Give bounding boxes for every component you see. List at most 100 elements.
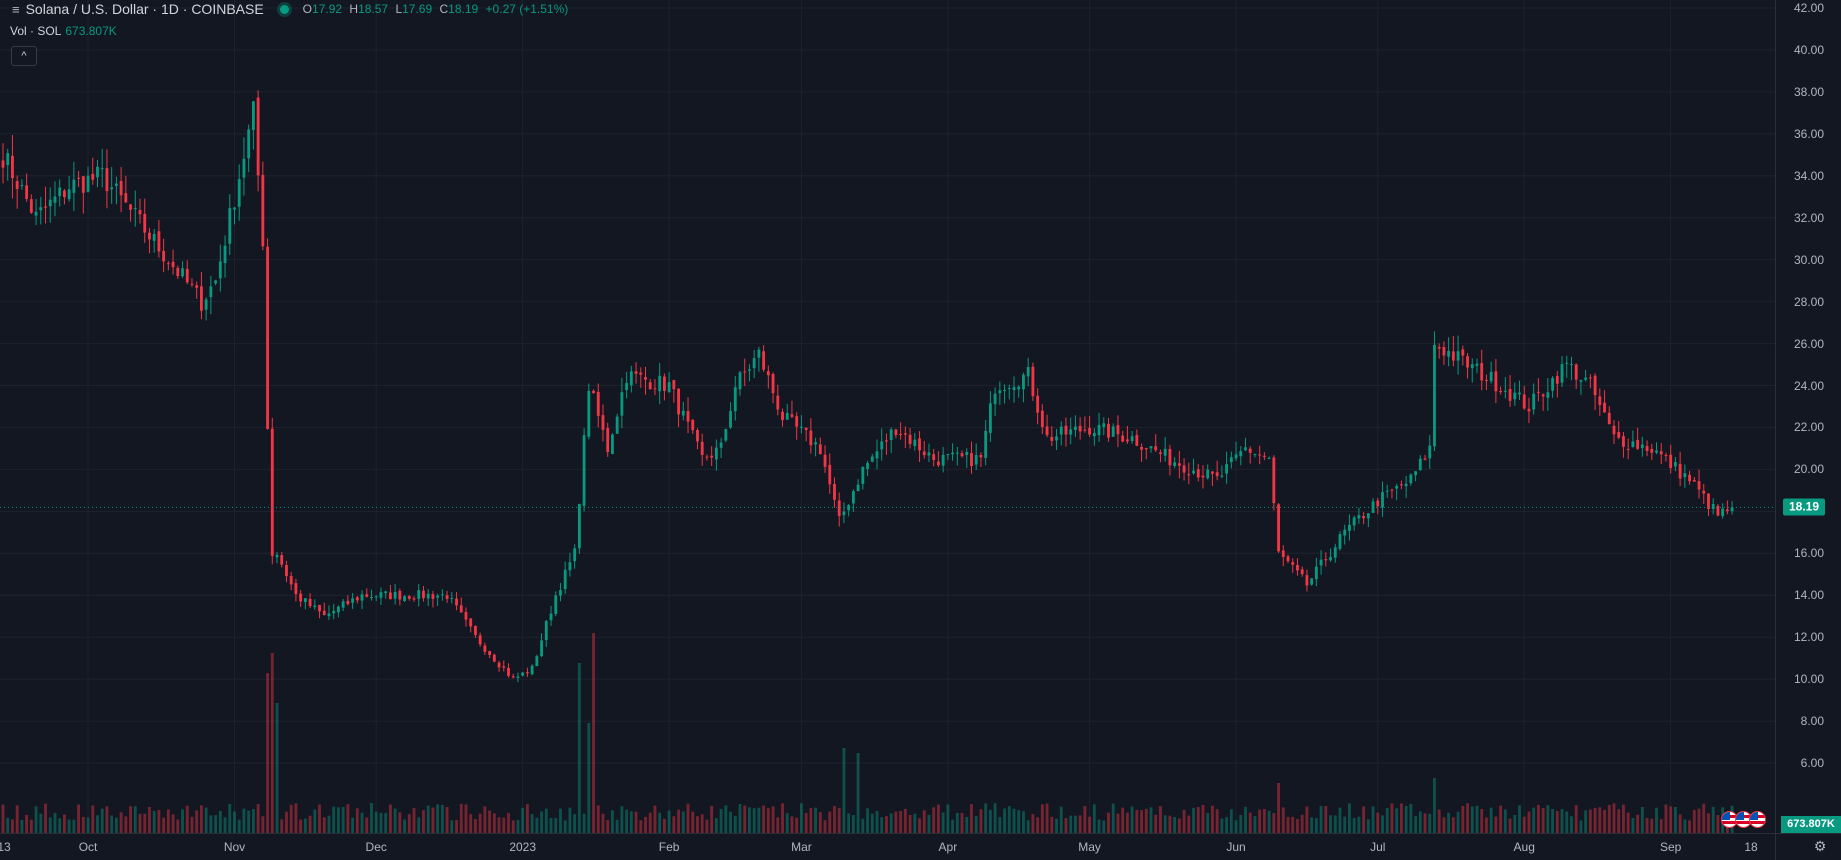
candle-body (1017, 386, 1021, 390)
candle-body (1173, 462, 1177, 466)
volume-bar (1489, 807, 1493, 833)
volume-bar (818, 812, 822, 833)
candle-body (1111, 426, 1115, 437)
candle-body (289, 575, 293, 585)
candle-body (360, 594, 364, 601)
volume-bar (922, 810, 926, 833)
volume-bar (1050, 816, 1054, 833)
volume-bar (209, 815, 213, 833)
candle-body (1, 160, 5, 168)
volume-bar (204, 807, 208, 833)
volume-bar (1140, 810, 1143, 833)
volume-bar (1348, 803, 1351, 833)
candlestick-chart[interactable] (0, 0, 1775, 833)
price-tick-label: 16.00 (1793, 546, 1824, 561)
candle-body (672, 380, 676, 390)
candle-body (1097, 424, 1101, 436)
volume-bar (1522, 816, 1526, 833)
volume-bar (809, 808, 813, 833)
candle-body (1211, 471, 1214, 474)
candle-body (204, 299, 208, 310)
candle-body (936, 461, 940, 466)
volume-bar (1125, 812, 1129, 833)
volume-bar (478, 813, 482, 833)
candle-body (1437, 347, 1441, 349)
high-key: H (349, 2, 359, 16)
candle-body (464, 612, 468, 620)
candle-body (1508, 389, 1512, 401)
candle-body (1499, 391, 1503, 393)
volume-bar (1447, 812, 1451, 833)
candle-body (851, 491, 855, 504)
volume-bar (667, 810, 671, 833)
candle-body (993, 393, 997, 405)
volume-bar (889, 813, 893, 833)
price-axis[interactable]: 42.00 40.00 38.00 36.00 34.00 32.00 30.00 28.00… (1775, 0, 1841, 833)
volume-bar (171, 814, 175, 833)
candle-body (1532, 393, 1536, 410)
volume-bar (1390, 803, 1394, 833)
candle-body (62, 190, 66, 198)
volume-bar (672, 816, 676, 833)
volume-bar (1286, 816, 1290, 833)
volume-bar (407, 814, 411, 833)
time-tick-label: 2023 (509, 840, 537, 854)
candle-body (1513, 392, 1517, 400)
candle-body (1461, 349, 1465, 356)
volume-bar (776, 817, 780, 833)
volume-bar (1022, 811, 1025, 833)
volume-bar (625, 809, 629, 833)
candle-body (1281, 550, 1285, 558)
volume-bar (1177, 818, 1181, 833)
price-tick-label: 12.00 (1793, 630, 1824, 645)
volume-bar (903, 808, 907, 833)
candle-body (256, 97, 260, 176)
volume-bar (719, 808, 723, 833)
candle-body (450, 598, 454, 600)
candle-body (1381, 492, 1384, 508)
candle-body (1102, 423, 1106, 427)
volume-bar (1192, 807, 1195, 833)
candle-body (185, 268, 189, 283)
volume-bar (1173, 817, 1177, 833)
candle-body (1121, 435, 1125, 442)
volume-bar (72, 819, 76, 833)
candle-body (251, 101, 255, 130)
chart-pane[interactable] (0, 0, 1775, 833)
candle-body (152, 234, 156, 241)
volume-bar (1598, 807, 1602, 833)
volume-bar (1215, 809, 1219, 833)
volume-bar (412, 807, 416, 833)
price-tick-label: 20.00 (1793, 462, 1824, 477)
candle-body (474, 625, 477, 635)
hamburger-icon[interactable]: ≡ (12, 1, 20, 17)
volume-bar (1418, 811, 1422, 833)
volume-bar (119, 812, 123, 833)
candle-body (426, 593, 430, 599)
symbol-title[interactable]: Solana / U.S. Dollar · 1D · COINBASE (25, 1, 264, 17)
volume-bar (1262, 809, 1266, 833)
time-axis[interactable]: 13 Oct Nov Dec 2023 Feb Mar Apr May Jun Jul Aug Sep 1… (0, 833, 1775, 860)
candle-body (615, 416, 619, 434)
candle-body (1239, 451, 1243, 457)
volume-bar (469, 814, 473, 833)
volume-bar (445, 807, 449, 833)
volume-bar (998, 817, 1002, 833)
economic-events[interactable] (1721, 811, 1766, 829)
price-tick-label: 30.00 (1793, 252, 1824, 267)
volume-bar (549, 817, 553, 833)
volume-bar (1017, 810, 1021, 833)
collapse-legend-button[interactable]: ^ (11, 46, 37, 66)
volume-bar (1494, 816, 1498, 833)
us-flag-icon[interactable] (1749, 811, 1766, 828)
price-tick-label: 8.00 (1800, 714, 1824, 729)
candle-body (1319, 559, 1323, 566)
volume-legend[interactable]: Vol · SOL 673.807K (10, 24, 117, 38)
gear-icon[interactable]: ⚙ (1813, 838, 1827, 854)
volume-bar (1, 804, 5, 833)
volume-bar (847, 813, 851, 833)
volume-bar (1579, 820, 1583, 833)
volume-bar (516, 819, 520, 833)
volume-bar (195, 810, 199, 833)
candle-body (568, 562, 572, 571)
